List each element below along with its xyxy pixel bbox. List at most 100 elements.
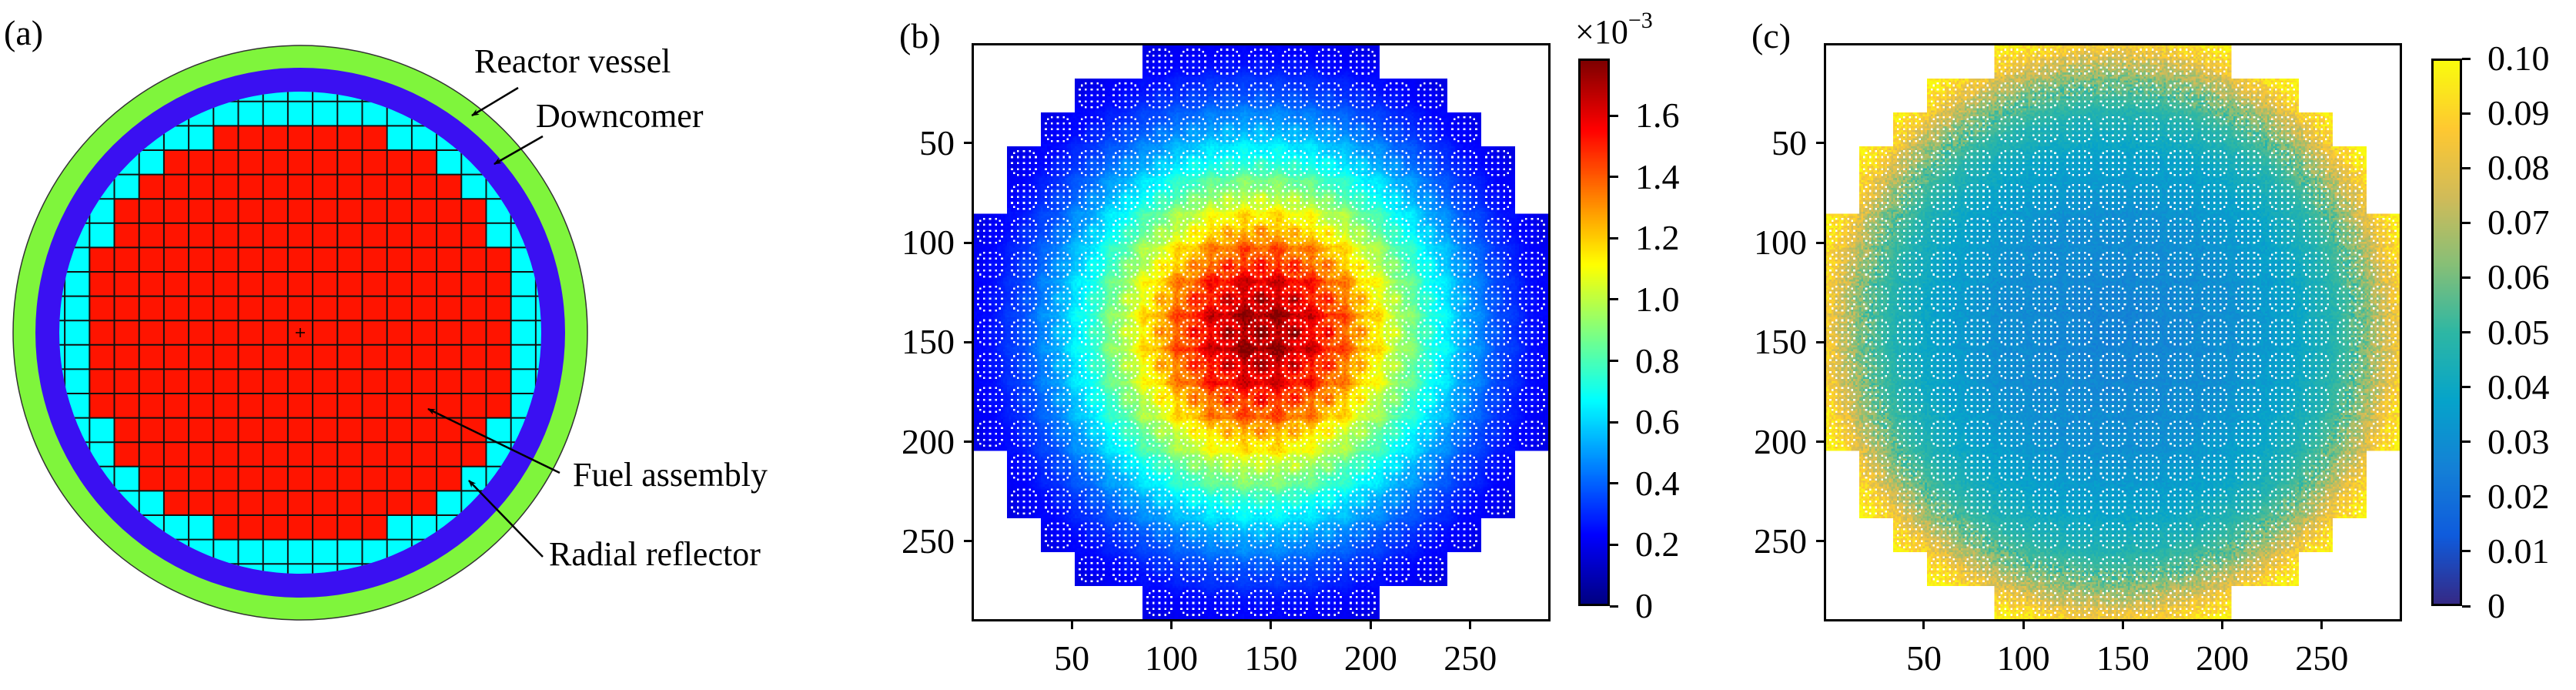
panel-label-b: (b) bbox=[899, 16, 941, 55]
fuel-assembly-cell bbox=[437, 466, 462, 491]
fuel-assembly-cell bbox=[287, 272, 313, 296]
fuel-assembly-cell bbox=[437, 442, 462, 467]
fuel-assembly-cell bbox=[337, 442, 363, 467]
fuel-assembly-cell bbox=[461, 247, 487, 272]
colorbar-tick-mark bbox=[2462, 276, 2471, 279]
fuel-assembly-cell bbox=[411, 491, 437, 515]
fuel-assembly-cell bbox=[263, 491, 288, 515]
fuel-assembly-cell bbox=[386, 223, 412, 248]
fuel-assembly-cell bbox=[313, 515, 338, 540]
colorbar-tick-mark bbox=[2462, 605, 2471, 608]
fuel-assembly-cell bbox=[486, 296, 511, 321]
fuel-assembly-cell bbox=[411, 466, 437, 491]
fuel-assembly-cell bbox=[362, 344, 387, 370]
y-tick-label: 150 bbox=[1754, 322, 1807, 362]
colorbar-tick-mark bbox=[1610, 605, 1618, 608]
colorbar-tick-mark bbox=[2462, 112, 2471, 115]
fuel-assembly-cell bbox=[411, 296, 437, 321]
fuel-assembly-cell bbox=[411, 369, 437, 394]
fuel-assembly-cell bbox=[189, 247, 214, 272]
fuel-assembly-cell bbox=[263, 199, 288, 223]
error-colorbar bbox=[2431, 59, 2462, 606]
fuel-assembly-cell bbox=[213, 150, 239, 175]
x-tick-label: 150 bbox=[1244, 638, 1298, 678]
fuel-assembly-cell bbox=[263, 247, 288, 272]
fuel-assembly-cell bbox=[287, 417, 313, 443]
multiplier-base: ×10 bbox=[1575, 13, 1628, 51]
fuel-assembly-cell bbox=[238, 369, 263, 394]
x-tick-label: 100 bbox=[1145, 638, 1199, 678]
fuel-assembly-cell bbox=[189, 174, 214, 199]
fuel-assembly-cell bbox=[238, 199, 263, 223]
fuel-assembly-cell bbox=[437, 296, 462, 321]
fuel-assembly-cell bbox=[139, 320, 164, 345]
fuel-assembly-cell bbox=[114, 320, 139, 345]
fuel-assembly-cell bbox=[163, 417, 189, 443]
fuel-assembly-cell bbox=[461, 296, 487, 321]
fuel-assembly-cell bbox=[213, 442, 239, 467]
fuel-assembly-cell bbox=[89, 247, 115, 272]
fuel-assembly-cell bbox=[386, 466, 412, 491]
fuel-assembly-cell bbox=[287, 150, 313, 175]
fuel-assembly-cell bbox=[461, 320, 487, 345]
fuel-assembly-cell bbox=[437, 199, 462, 223]
fuel-assembly-cell bbox=[163, 466, 189, 491]
fuel-assembly-cell bbox=[213, 344, 239, 370]
colorbar-tick-mark bbox=[1610, 543, 1618, 546]
fuel-assembly-cell bbox=[238, 296, 263, 321]
fuel-assembly-cell bbox=[313, 369, 338, 394]
panel-label-a: (a) bbox=[4, 13, 44, 52]
x-tick-mark bbox=[1270, 621, 1273, 629]
colorbar-gradient bbox=[2434, 61, 2460, 604]
fuel-assembly-cell bbox=[313, 199, 338, 223]
fuel-assembly-cell bbox=[238, 491, 263, 515]
colorbar-gradient bbox=[1581, 61, 1607, 604]
fuel-assembly-cell bbox=[461, 272, 487, 296]
fuel-assembly-cell bbox=[362, 491, 387, 515]
colorbar-tick-label: 1.2 bbox=[1635, 218, 1680, 258]
fuel-assembly-cell bbox=[163, 296, 189, 321]
y-tick-mark bbox=[1816, 440, 1825, 444]
fuel-assembly-cell bbox=[337, 466, 363, 491]
fuel-assembly-cell bbox=[461, 417, 487, 443]
fuel-assembly-cell bbox=[213, 272, 239, 296]
colorbar-tick-label: 0.08 bbox=[2487, 148, 2550, 188]
fuel-assembly-cell bbox=[89, 320, 115, 345]
fuel-assembly-cell bbox=[313, 174, 338, 199]
fuel-assembly-cell bbox=[139, 247, 164, 272]
fuel-assembly-cell bbox=[337, 394, 363, 418]
y-tick-mark bbox=[964, 142, 972, 145]
reactor-core-diagram bbox=[12, 45, 588, 621]
flux-colorbar bbox=[1578, 59, 1610, 606]
fuel-assembly-cell bbox=[139, 272, 164, 296]
x-tick-label: 250 bbox=[2295, 638, 2349, 678]
fuel-assembly-cell bbox=[189, 369, 214, 394]
x-tick-mark bbox=[2121, 621, 2124, 629]
fuel-assembly-cell bbox=[89, 394, 115, 418]
fuel-assembly-cell bbox=[189, 417, 214, 443]
fuel-assembly-cell bbox=[411, 417, 437, 443]
fuel-assembly-cell bbox=[114, 272, 139, 296]
fuel-assembly-cell bbox=[313, 320, 338, 345]
fuel-assembly-cell bbox=[263, 174, 288, 199]
fuel-assembly-cell bbox=[263, 417, 288, 443]
fuel-assembly-cell bbox=[362, 296, 387, 321]
fuel-assembly-cell bbox=[163, 150, 189, 175]
fuel-assembly-cell bbox=[238, 223, 263, 248]
fuel-assembly-cell bbox=[486, 344, 511, 370]
fuel-assembly-cell bbox=[386, 150, 412, 175]
fuel-assembly-cell bbox=[114, 369, 139, 394]
fuel-assembly-cell bbox=[362, 417, 387, 443]
fuel-assembly-cell bbox=[362, 247, 387, 272]
fuel-assembly-cell bbox=[337, 199, 363, 223]
colorbar-tick-mark bbox=[1610, 482, 1618, 485]
fuel-assembly-cell bbox=[313, 296, 338, 321]
fuel-assembly-cell bbox=[386, 272, 412, 296]
fuel-assembly-cell bbox=[461, 442, 487, 467]
colorbar-tick-label: 0 bbox=[1635, 586, 1653, 625]
fuel-assembly-cell bbox=[437, 394, 462, 418]
colorbar-tick-label: 0.04 bbox=[2487, 367, 2550, 407]
fuel-assembly-cell bbox=[189, 223, 214, 248]
fuel-assembly-cell bbox=[114, 296, 139, 321]
